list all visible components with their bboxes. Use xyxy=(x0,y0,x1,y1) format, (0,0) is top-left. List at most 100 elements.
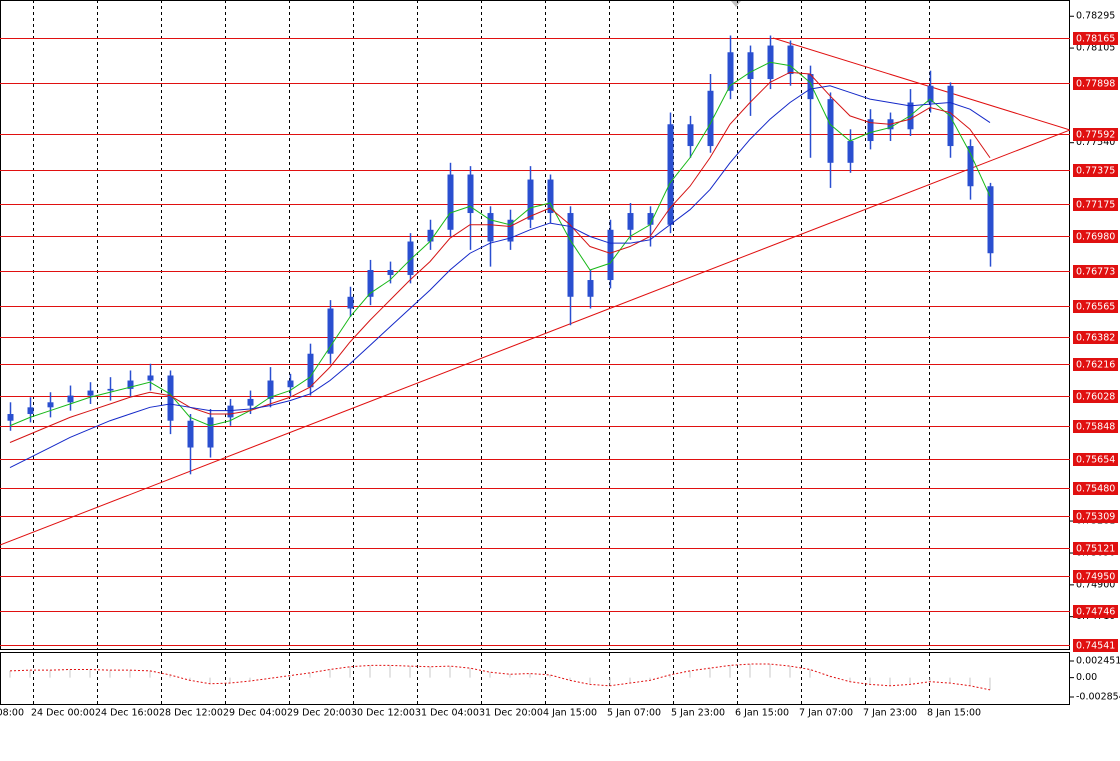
x-tick-label: 24 Dec 00:00 xyxy=(31,708,95,719)
candle-body xyxy=(127,380,134,389)
x-tick-label: 8 Jan 15:00 xyxy=(927,708,981,719)
x-tick-label: 7 Jan 23:00 xyxy=(863,708,917,719)
candle-body xyxy=(267,380,274,399)
level-label: 0.76980 xyxy=(1076,232,1115,243)
level-label: 0.77175 xyxy=(1076,200,1115,211)
level-label-box xyxy=(1073,32,1118,45)
candle-body xyxy=(727,52,734,91)
candle-body xyxy=(367,269,374,297)
level-label: 0.76382 xyxy=(1076,333,1115,344)
level-label-box xyxy=(1073,265,1118,278)
candle-body xyxy=(667,124,674,225)
candle-body xyxy=(87,390,94,396)
oscillator-panel xyxy=(0,652,1070,705)
plot-area xyxy=(0,0,1070,650)
candle-body xyxy=(587,280,594,297)
x-tick-label: 29 Dec 04:00 xyxy=(223,708,287,719)
level-label: 0.76773 xyxy=(1076,267,1115,278)
candle-body xyxy=(967,146,974,187)
candle-body xyxy=(987,186,994,254)
x-tick-label: 30 Dec 12:00 xyxy=(351,708,415,719)
candle-body xyxy=(27,407,34,415)
candle-body xyxy=(487,213,494,242)
candle-body xyxy=(447,174,454,230)
level-label-box xyxy=(1073,510,1118,523)
moving-average xyxy=(9,71,991,443)
level-label: 0.75480 xyxy=(1076,484,1115,495)
level-label: 0.74950 xyxy=(1076,572,1115,583)
candle-body xyxy=(647,213,654,225)
candle-body xyxy=(67,395,74,403)
level-label-box xyxy=(1073,570,1118,583)
candle-body xyxy=(507,219,514,242)
candle-body xyxy=(847,141,854,163)
candle-body xyxy=(427,229,434,242)
candle-body xyxy=(747,52,754,80)
level-label: 0.77375 xyxy=(1076,166,1115,177)
x-tick-label: 24 Dec 16:00 xyxy=(95,708,159,719)
level-label-box xyxy=(1073,420,1118,433)
x-tick-label: 5 Jan 07:00 xyxy=(607,708,661,719)
x-tick-label: 28 Dec 12:00 xyxy=(159,708,223,719)
candle-body xyxy=(807,74,814,100)
shift-marker xyxy=(731,1,741,7)
level-label: 0.77592 xyxy=(1076,130,1115,141)
candle-body xyxy=(107,388,114,391)
level-label: 0.75654 xyxy=(1076,455,1115,466)
candle-body xyxy=(567,213,574,297)
candle-body xyxy=(927,85,934,103)
level-label: 0.76216 xyxy=(1076,360,1115,371)
level-label-box xyxy=(1073,300,1118,313)
osc-y-tick-label: 0.002451 xyxy=(1076,656,1120,667)
candle-body xyxy=(547,179,554,214)
level-label: 0.74746 xyxy=(1076,607,1115,618)
level-label: 0.74541 xyxy=(1076,641,1115,652)
level-label-box xyxy=(1073,639,1118,652)
level-label: 0.77898 xyxy=(1076,79,1115,90)
x-tick-label: 31 Dec 04:00 xyxy=(415,708,479,719)
level-label-box xyxy=(1073,390,1118,403)
level-label-box xyxy=(1073,331,1118,344)
candle-body xyxy=(47,402,54,408)
level-label-box xyxy=(1073,358,1118,371)
candle-body xyxy=(247,398,254,406)
candle-body xyxy=(467,174,474,214)
candle-body xyxy=(187,420,194,448)
candle-body xyxy=(227,405,234,418)
y-tick-label: 0.77540 xyxy=(1076,137,1115,148)
level-label-box xyxy=(1073,198,1118,211)
candle-body xyxy=(327,308,334,354)
candle-body xyxy=(207,417,214,448)
level-label: 0.75309 xyxy=(1076,512,1115,523)
trendline xyxy=(0,129,1070,546)
candle-body xyxy=(347,296,354,309)
level-label: 0.76565 xyxy=(1076,302,1115,313)
level-label-box xyxy=(1073,230,1118,243)
y-tick-label: 0.74900 xyxy=(1076,579,1115,590)
level-label-box xyxy=(1073,164,1118,177)
level-label-box xyxy=(1073,128,1118,141)
candle-body xyxy=(627,213,634,230)
level-label: 0.75848 xyxy=(1076,422,1115,433)
candle-body xyxy=(867,119,874,142)
candle-body xyxy=(687,124,694,147)
main-panel xyxy=(0,0,1070,650)
trendline xyxy=(772,37,1070,131)
candle-body xyxy=(307,353,314,388)
candle-body xyxy=(787,45,794,75)
level-label-box xyxy=(1073,605,1118,618)
candle-body xyxy=(7,414,14,421)
level-label-box xyxy=(1073,77,1118,90)
level-label-box xyxy=(1073,453,1118,466)
moving-average xyxy=(9,85,991,469)
level-label-box xyxy=(1073,482,1118,495)
level-label: 0.76028 xyxy=(1076,392,1115,403)
x-tick-label: 7 Jan 07:00 xyxy=(799,708,853,719)
candle-body xyxy=(607,229,614,281)
candle-body xyxy=(707,90,714,147)
level-label-box xyxy=(1073,542,1118,555)
osc-signal xyxy=(9,663,991,691)
candle-body xyxy=(147,375,154,381)
x-tick-label: 29 Dec 20:00 xyxy=(287,708,351,719)
